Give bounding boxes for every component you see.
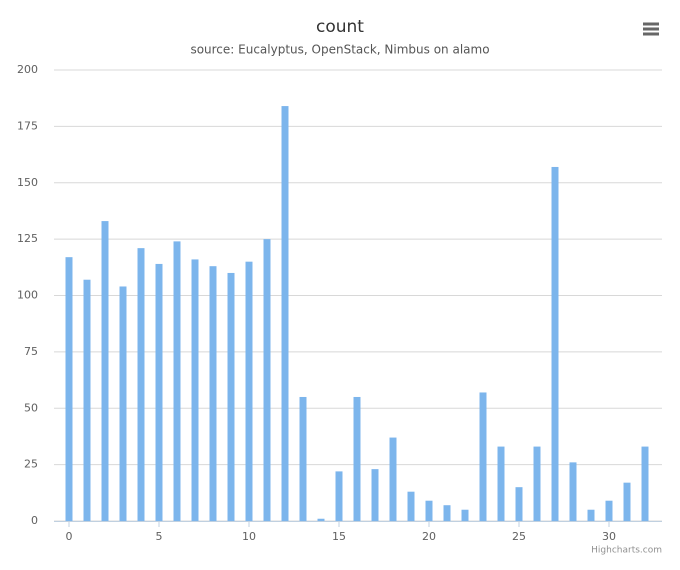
bar bbox=[245, 261, 253, 521]
bar bbox=[533, 446, 541, 521]
bar bbox=[605, 500, 613, 521]
bar bbox=[551, 166, 559, 521]
bar bbox=[191, 259, 199, 521]
y-tick-label: 150 bbox=[17, 176, 38, 189]
bar bbox=[137, 248, 145, 521]
x-tick-label: 5 bbox=[156, 530, 163, 543]
bar bbox=[587, 509, 595, 521]
bar bbox=[407, 491, 415, 521]
y-tick-label: 50 bbox=[24, 401, 38, 414]
bar bbox=[569, 462, 577, 521]
bar bbox=[65, 257, 73, 521]
bar bbox=[425, 500, 433, 521]
bar bbox=[515, 487, 523, 521]
x-tick-label: 15 bbox=[332, 530, 346, 543]
x-tick-label: 20 bbox=[422, 530, 436, 543]
bar bbox=[479, 392, 487, 521]
bar bbox=[83, 279, 91, 521]
bar bbox=[101, 221, 109, 521]
x-tick-label: 0 bbox=[66, 530, 73, 543]
bar bbox=[227, 272, 235, 521]
y-tick-label: 125 bbox=[17, 232, 38, 245]
x-tick-label: 10 bbox=[242, 530, 256, 543]
y-tick-label: 0 bbox=[31, 514, 38, 527]
bar bbox=[317, 518, 325, 521]
y-tick-label: 100 bbox=[17, 289, 38, 302]
bar bbox=[119, 286, 127, 521]
bar bbox=[281, 106, 289, 521]
bar bbox=[389, 437, 397, 521]
y-tick-label: 75 bbox=[24, 345, 38, 358]
bar bbox=[335, 471, 343, 521]
y-tick-label: 175 bbox=[17, 119, 38, 132]
bar bbox=[461, 509, 469, 521]
bar bbox=[371, 469, 379, 521]
bar bbox=[623, 482, 631, 521]
chart-title: count bbox=[316, 17, 364, 37]
x-tick-label: 30 bbox=[602, 530, 616, 543]
bar bbox=[299, 396, 307, 521]
menu-button[interactable] bbox=[643, 22, 659, 36]
y-tick-label: 200 bbox=[17, 63, 38, 76]
bar bbox=[155, 263, 163, 521]
bar bbox=[443, 505, 451, 521]
chart-subtitle: source: Eucalyptus, OpenStack, Nimbus on… bbox=[190, 43, 489, 57]
y-tick-label: 25 bbox=[24, 458, 38, 471]
bar bbox=[497, 446, 505, 521]
bar bbox=[173, 241, 181, 521]
bar bbox=[641, 446, 649, 521]
credits[interactable]: Highcharts.com bbox=[591, 546, 662, 556]
x-tick-label: 25 bbox=[512, 530, 526, 543]
bar bbox=[209, 266, 217, 521]
bar bbox=[263, 239, 271, 521]
bar bbox=[353, 396, 361, 521]
